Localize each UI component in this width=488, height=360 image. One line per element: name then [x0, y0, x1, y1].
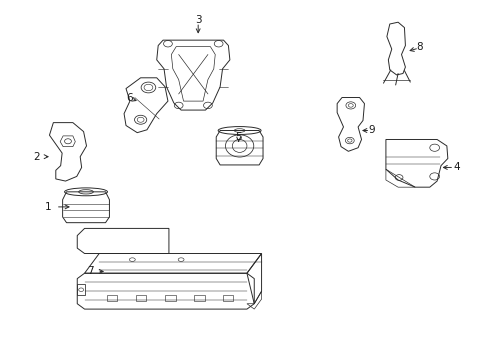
- Text: 1: 1: [45, 202, 52, 212]
- Text: 7: 7: [87, 266, 94, 276]
- Text: 8: 8: [416, 42, 423, 52]
- Bar: [164, 296, 175, 301]
- Text: 2: 2: [33, 152, 40, 162]
- Text: 4: 4: [452, 162, 459, 172]
- Bar: [222, 296, 233, 301]
- Text: 9: 9: [367, 125, 374, 135]
- Bar: [106, 296, 117, 301]
- Bar: [136, 296, 146, 301]
- Bar: [194, 296, 204, 301]
- Text: 5: 5: [235, 132, 242, 142]
- Text: 3: 3: [194, 15, 201, 26]
- Text: 6: 6: [126, 93, 133, 103]
